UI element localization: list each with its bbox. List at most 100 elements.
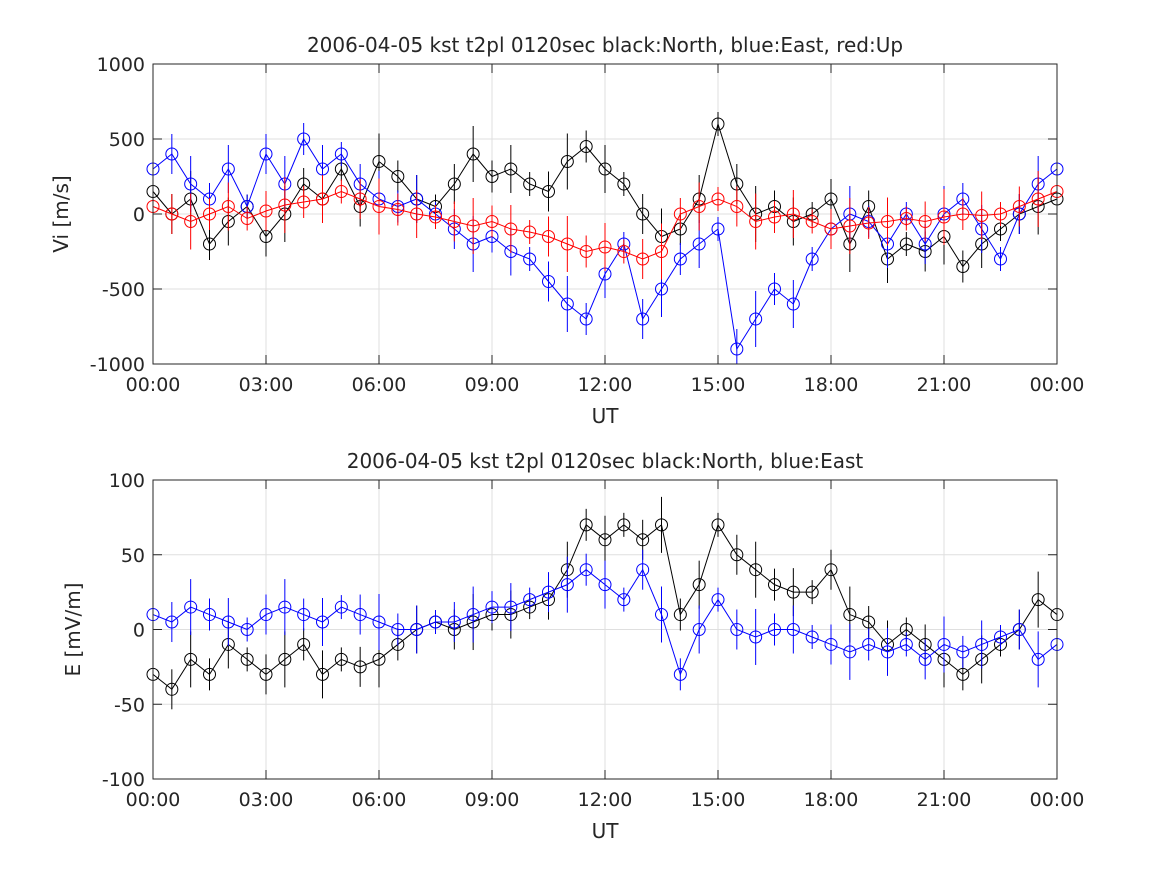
efield-data-point (184, 600, 198, 614)
efield-y-tick-label: 50 (121, 545, 145, 567)
efield-data-point (184, 652, 198, 666)
velocity-data-point (994, 252, 1007, 266)
velocity-chart-title: 2006-04-05 kst t2pl 0120sec black:North,… (307, 33, 903, 57)
efield-data-point (862, 637, 876, 651)
efield-data-point (485, 600, 499, 614)
efield-data-point (636, 563, 650, 577)
efield-data-point (504, 600, 518, 614)
efield-x-axis-label: UT (592, 819, 620, 843)
efield-data-point (956, 645, 970, 659)
velocity-data-point (184, 215, 198, 228)
efield-data-point (673, 667, 687, 681)
velocity-data-point (184, 177, 198, 191)
velocity-data-point (937, 210, 951, 224)
efield-data-point (240, 623, 254, 636)
velocity-data-point (523, 252, 537, 266)
velocity-data-point (579, 140, 593, 153)
efield-data-point (824, 563, 838, 577)
efield-data-point (259, 608, 273, 622)
efield-data-point (899, 637, 913, 651)
efield-data-point (956, 667, 970, 681)
efield-data-point (297, 637, 311, 651)
efield-data-point (353, 608, 367, 622)
velocity-data-point (617, 245, 631, 258)
velocity-data-point (466, 147, 480, 161)
efield-data-point (730, 623, 744, 636)
efield-data-point (975, 637, 989, 651)
velocity-x-tick-label: 09:00 (465, 374, 520, 396)
velocity-data-point (579, 245, 593, 258)
efield-data-point (711, 593, 725, 607)
velocity-data-point (617, 177, 631, 191)
velocity-data-point (297, 195, 311, 209)
velocity-data-point (203, 237, 216, 251)
velocity-data-point (523, 177, 537, 191)
velocity-data-point (523, 225, 537, 239)
efield-data-point (749, 563, 763, 577)
velocity-data-point (259, 147, 273, 161)
velocity-x-tick-label: 18:00 (804, 374, 859, 396)
velocity-x-ticks: 00:00 03:00 06:00 09:00 12:00 15:00 18:00 21:00… (126, 64, 1085, 396)
velocity-y-ticks: -1000 -500 0 500 1000 (90, 54, 1057, 376)
velocity-y-tick-label: -1000 (90, 354, 145, 376)
velocity-data-point (353, 192, 367, 206)
efield-data-point (316, 615, 329, 629)
velocity-data-point (956, 260, 970, 273)
efield-x-tick-label: 00:00 (126, 789, 181, 811)
velocity-x-tick-label: 00:00 (126, 374, 181, 396)
velocity-data-point (824, 222, 838, 236)
efield-x-tick-label: 15:00 (691, 789, 746, 811)
efield-data-point (617, 593, 631, 607)
efield-data-point (636, 533, 650, 547)
efield-data-point (372, 615, 386, 629)
efield-data-point (221, 615, 235, 629)
velocity-y-tick-label: 0 (133, 204, 145, 226)
velocity-x-tick-label: 12:00 (578, 374, 633, 396)
velocity-data-point (956, 207, 970, 221)
velocity-y-tick-label: -500 (102, 279, 145, 301)
velocity-data-point (334, 147, 348, 161)
efield-data-point (918, 652, 932, 666)
velocity-data-point (598, 240, 612, 254)
efield-data-point (447, 615, 461, 629)
efield-data-point (165, 682, 179, 696)
velocity-data-point (730, 200, 744, 213)
velocity-x-tick-label: 00:00 (1030, 374, 1085, 396)
efield-data-point (730, 548, 744, 562)
efield-chart-title: 2006-04-05 kst t2pl 0120sec black:North,… (347, 449, 864, 473)
velocity-x-tick-label: 03:00 (239, 374, 294, 396)
velocity-data-point (768, 210, 781, 224)
efield-data-point (372, 652, 386, 666)
efield-y-tick-label: 0 (133, 620, 145, 642)
efield-data-point (598, 533, 612, 547)
efield-data-point (240, 652, 254, 666)
velocity-data-point (692, 200, 706, 213)
velocity-data-point (636, 207, 650, 221)
efield-x-tick-label: 00:00 (1030, 789, 1085, 811)
velocity-data-point (485, 170, 499, 183)
velocity-data-point (655, 282, 668, 296)
velocity-data-point (504, 222, 518, 236)
velocity-data-point (372, 200, 386, 213)
velocity-data-point (203, 207, 216, 221)
velocity-data-point (542, 230, 555, 243)
efield-data-point (579, 563, 593, 577)
velocity-data-point (240, 212, 254, 225)
efield-data-point (655, 518, 668, 532)
velocity-data-point (749, 215, 763, 228)
efield-data-point (937, 637, 951, 651)
velocity-data-point (749, 312, 763, 326)
velocity-data-point (711, 192, 725, 206)
efield-data-point (466, 608, 480, 622)
efield-data-point (1012, 623, 1026, 636)
efield-data-point (1031, 593, 1045, 607)
velocity-data-point (542, 185, 555, 198)
efield-data-point (655, 608, 668, 622)
velocity-data-point (221, 162, 235, 176)
efield-data-point (994, 630, 1007, 644)
efield-data-point (560, 578, 574, 592)
velocity-series-layer (146, 112, 1064, 364)
efield-y-tick-label: -50 (114, 694, 145, 716)
efield-x-tick-label: 06:00 (352, 789, 407, 811)
